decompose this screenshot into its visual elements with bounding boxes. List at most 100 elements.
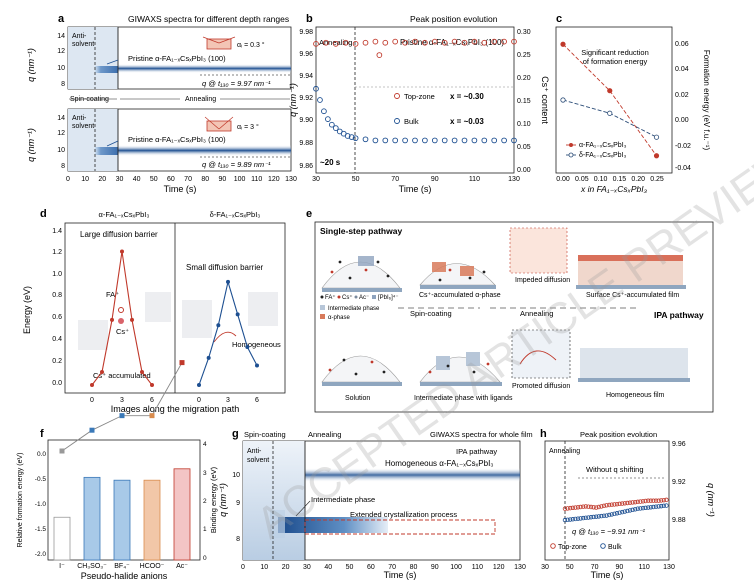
panel-h-bulk-point bbox=[570, 517, 575, 522]
panel-d-ytick: 1.2 bbox=[52, 249, 62, 256]
panel-h-bulk-point bbox=[664, 503, 669, 508]
panel-a-title: GIWAXS spectra for different depth range… bbox=[128, 14, 289, 24]
panel-g: g Spin-coating Annealing GIWAXS spectra … bbox=[218, 428, 533, 580]
panel-b-xtick: 30 bbox=[312, 176, 320, 183]
panel-h-ytick-right: 9.96 bbox=[672, 441, 686, 448]
panel-d-ytick: 0.6 bbox=[52, 314, 62, 321]
panel-a-xtick: 30 bbox=[116, 176, 124, 183]
panel-g-ylabel: q (nm⁻¹) bbox=[218, 483, 228, 517]
panel-b-bulk-point bbox=[471, 137, 478, 144]
panel-h-xtick: 110 bbox=[639, 564, 650, 571]
panel-b-legend-top: Top-zone bbox=[404, 92, 435, 101]
panel-h-bulk-point bbox=[661, 503, 666, 509]
panel-g-xtick: 0 bbox=[241, 564, 245, 571]
panel-h-bulk-point bbox=[604, 513, 609, 518]
panel-e-ion-dot bbox=[472, 370, 476, 374]
panel-h-top-zone-point bbox=[633, 499, 638, 505]
panel-b-ytick-right: 0.05 bbox=[517, 144, 531, 151]
panel-e-promoted-arrow bbox=[519, 350, 557, 365]
panel-h-bulk-point bbox=[578, 516, 583, 521]
panel-f-ytick-left: -1.5 bbox=[35, 526, 47, 533]
panel-b-xtick: 50 bbox=[352, 176, 360, 183]
panel-d-alpha-point bbox=[140, 369, 144, 374]
panel-b-top-zone-point bbox=[372, 38, 379, 45]
panel-f-formation-point bbox=[149, 413, 155, 419]
panel-f-letter: f bbox=[40, 428, 44, 440]
panel-g-intermediate: Intermediate phase bbox=[311, 495, 375, 504]
panel-a-ytick-top: 12 bbox=[57, 48, 65, 55]
panel-c-alpha-line bbox=[562, 43, 657, 157]
panel-b-yticks: 9.98 9.96 9.94 9.92 9.90 9.88 9.86 bbox=[299, 29, 313, 170]
panel-a-xtick: 60 bbox=[167, 176, 175, 183]
panel-c-xtick: 0.10 bbox=[594, 176, 608, 183]
panel-b-top-zone-point bbox=[392, 38, 399, 45]
panel-e-ion-dot bbox=[370, 360, 374, 364]
panel-e-ion-dot bbox=[330, 270, 334, 274]
panel-f-formation-point bbox=[179, 360, 185, 366]
panel-a-top-antisolvent: Anti- bbox=[72, 33, 87, 40]
panel-b-bulk-point bbox=[352, 135, 359, 142]
panel-h-xtick: 50 bbox=[566, 564, 574, 571]
panel-d-xticks: 0 3 6 0 3 6 bbox=[90, 397, 259, 404]
panel-h-qvalue: q @ t₁₃₀ = ~9.91 nm⁻¹ bbox=[572, 527, 646, 536]
panel-g-extended: Extended crystallization process bbox=[350, 510, 457, 519]
panel-b-bulk-point bbox=[325, 116, 331, 122]
panel-f-formation-point bbox=[119, 413, 125, 419]
panel-b-bulk-point bbox=[328, 121, 335, 128]
panel-h-bulk-point bbox=[659, 503, 664, 509]
panel-g-ytick: 10 bbox=[232, 472, 240, 479]
panel-a-top-angle: αᵢ = 0.3 ° bbox=[237, 41, 265, 49]
panel-h-bulk-point bbox=[575, 516, 581, 521]
panel-h-bulk-point bbox=[594, 514, 599, 519]
panel-d-delta-point bbox=[255, 363, 259, 368]
panel-b-bulk-point bbox=[372, 137, 379, 144]
panel-a-letter: a bbox=[58, 13, 65, 25]
panel-e-surface-cs-layer bbox=[578, 255, 683, 261]
panel-b-bulk-point bbox=[332, 125, 339, 131]
panel-b-bulk-point bbox=[451, 137, 458, 144]
panel-h-bulk-point bbox=[633, 507, 638, 512]
panel-h-legend-bulk: Bulk bbox=[608, 544, 622, 551]
panel-e-ion-dot bbox=[342, 358, 346, 362]
panel-h-bulk-point bbox=[627, 508, 633, 513]
panel-e-ion-dot bbox=[468, 276, 472, 280]
panel-g-xticks: 0 10 20 30 40 50 60 70 80 90 100 110 120 130 bbox=[241, 564, 526, 571]
panel-a-bottom-spin-region bbox=[68, 109, 118, 171]
panel-h-top-zone-point bbox=[578, 504, 583, 510]
panel-g-letter: g bbox=[232, 428, 239, 440]
panel-e-impeded-box bbox=[509, 227, 568, 274]
panel-h-bulk-point bbox=[640, 505, 646, 511]
panel-e-ion-dot bbox=[446, 364, 450, 368]
panel-b-ytick-right: 0.15 bbox=[517, 98, 531, 105]
panel-c-xlabel: x in FA₁₋ₓCsₓPbI₃ bbox=[580, 184, 648, 194]
panel-e-legend-cs-marker bbox=[337, 295, 341, 299]
panel-a-bottom-band bbox=[118, 145, 291, 156]
panel-b-time-mark: ~20 s bbox=[320, 158, 341, 167]
panel-b-ytick: 9.98 bbox=[299, 29, 313, 36]
panel-g-xtick: 90 bbox=[431, 564, 439, 571]
panel-a-xtick: 100 bbox=[234, 176, 246, 183]
panel-d-fa-site bbox=[118, 307, 124, 313]
panel-a-ytick-top: 14 bbox=[57, 33, 65, 40]
panel-g-ytick: 9 bbox=[236, 500, 240, 507]
panel-a-xtick: 0 bbox=[66, 176, 70, 183]
panel-f-ytick-right: 2 bbox=[203, 498, 207, 505]
panel-h-top-zone-point bbox=[620, 501, 625, 506]
panel-b-xlabel: Time (s) bbox=[399, 184, 432, 194]
panel-b-ytick: 9.92 bbox=[299, 95, 313, 102]
panel-h-bulk-point bbox=[573, 516, 578, 522]
panel-a-ytick-bottom: 12 bbox=[57, 130, 65, 137]
panel-e-ipa: IPA pathway bbox=[654, 310, 704, 320]
panel-h-top-zone-point bbox=[575, 505, 581, 510]
panel-b-bulk-point bbox=[491, 137, 498, 144]
panel-e-ion-dot bbox=[364, 268, 368, 272]
panel-g-xtick: 110 bbox=[472, 564, 483, 571]
panel-e-substrate-5 bbox=[420, 382, 502, 386]
panel-a-xtick: 70 bbox=[184, 176, 192, 183]
panel-b-top-zone-point bbox=[412, 38, 418, 45]
panel-h-top-zone-point bbox=[640, 499, 646, 504]
panel-h-xtick: 130 bbox=[663, 564, 675, 571]
panel-h-bulk-point bbox=[588, 515, 594, 520]
panel-d-xtick-left: 0 bbox=[90, 397, 94, 404]
panel-h-ylabel-right: q (nm⁻¹) bbox=[706, 483, 716, 517]
